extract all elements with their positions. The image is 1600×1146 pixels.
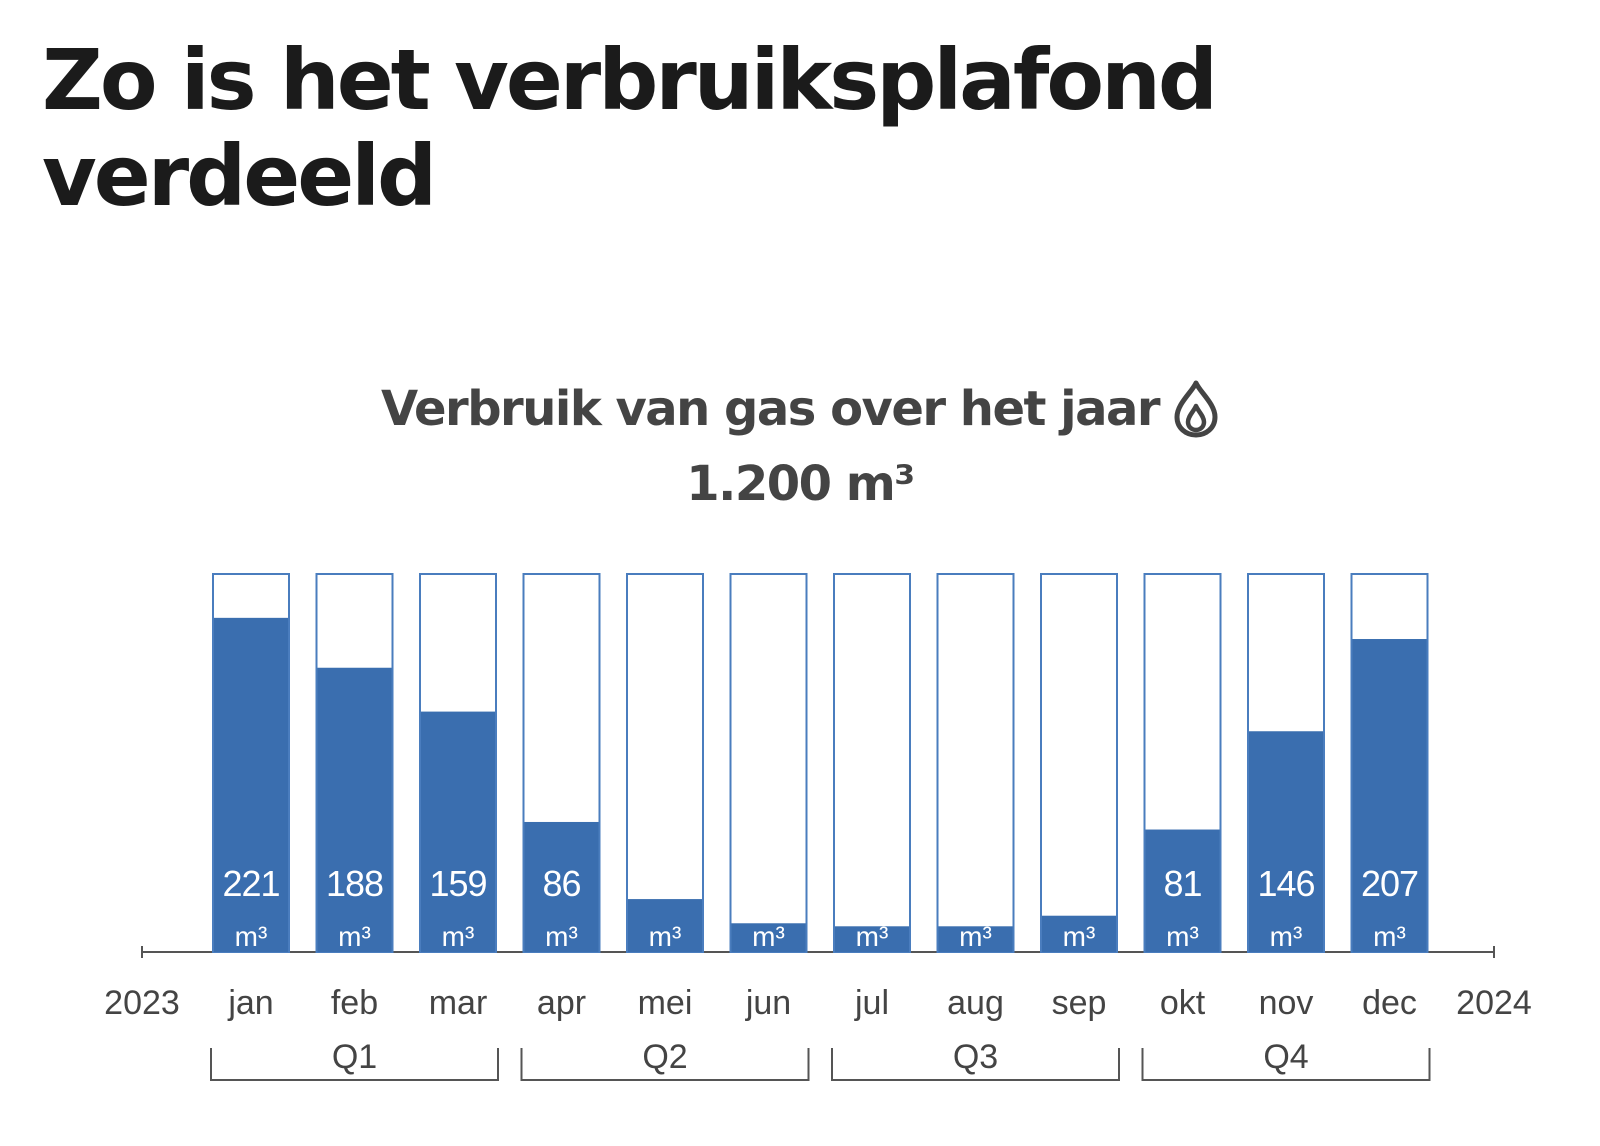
bar: [1249, 731, 1323, 952]
x-tick-label: feb: [331, 984, 378, 1022]
quarter-bracket: [1141, 1048, 1431, 1081]
x-tick-label: aug: [947, 984, 1004, 1022]
unit-label: m³: [1373, 921, 1406, 952]
x-tick-label: nov: [1259, 984, 1314, 1022]
unit-label: m³: [1166, 921, 1199, 952]
data-label: 81: [1163, 863, 1201, 904]
unit-label: m³: [649, 921, 682, 952]
quarter-label: Q3: [953, 1038, 998, 1076]
bar: [1042, 915, 1116, 952]
unit-label: m³: [959, 921, 992, 952]
x-tick-label: jun: [745, 984, 791, 1022]
bar-outline: [626, 573, 704, 953]
quarter-label: Q2: [642, 1038, 687, 1076]
x-tick-label: mei: [638, 984, 693, 1022]
bar-outline: [833, 573, 911, 953]
bar: [214, 617, 288, 952]
unit-label: m³: [1063, 921, 1096, 952]
quarter-bracket: [210, 1048, 499, 1081]
unit-label: m³: [235, 921, 268, 952]
data-label: 188: [326, 863, 383, 904]
data-label: 17: [853, 863, 891, 904]
bar: [1145, 829, 1220, 952]
chart-subtitle: 1.200 m³: [686, 456, 915, 512]
page-title: Zo is het verbruiksplafond verdeeld: [42, 31, 1218, 225]
data-label: 146: [1257, 863, 1314, 904]
chart-title: Verbruik van gas over het jaar: [380, 381, 1161, 437]
unit-label: m³: [442, 921, 475, 952]
unit-label: m³: [338, 921, 371, 952]
bar: [524, 821, 599, 952]
data-label: 86: [542, 863, 580, 904]
bar: [317, 667, 392, 952]
x-tick-label: sep: [1052, 984, 1107, 1022]
data-label: 221: [222, 863, 279, 904]
quarter-label: Q1: [332, 1038, 377, 1076]
chart-title-row: Verbruik van gas over het jaar: [0, 380, 1600, 438]
data-label: 17: [956, 863, 994, 904]
x-axis-start-label: 2023: [104, 984, 180, 1022]
unit-label: m³: [856, 921, 889, 952]
data-label: 24: [1060, 863, 1098, 904]
bar: [938, 926, 1013, 952]
quarter-bracket: [831, 1048, 1120, 1081]
x-axis-end-label: 2024: [1456, 984, 1532, 1022]
x-tick-label: jan: [227, 984, 273, 1022]
x-tick-label: jul: [854, 984, 889, 1022]
data-label: 19: [749, 863, 787, 904]
data-label: 35: [646, 863, 684, 904]
bar: [731, 923, 806, 952]
unit-label: m³: [752, 921, 785, 952]
bar: [835, 926, 909, 952]
data-label: 207: [1361, 863, 1418, 904]
unit-label: m³: [545, 921, 578, 952]
bar: [1352, 639, 1427, 952]
quarter-label: Q4: [1263, 1038, 1308, 1076]
bar-outline: [936, 573, 1015, 953]
bar-outline: [729, 573, 808, 953]
flame-icon: [1173, 380, 1219, 438]
bar: [628, 899, 702, 952]
bar-outline: [1040, 573, 1118, 953]
x-tick-label: dec: [1362, 984, 1417, 1022]
bar: [421, 711, 495, 952]
unit-label: m³: [1270, 921, 1303, 952]
data-label: 159: [429, 863, 486, 904]
quarter-bracket: [520, 1048, 810, 1081]
x-tick-label: okt: [1160, 984, 1206, 1022]
x-tick-label: apr: [537, 984, 586, 1022]
x-tick-label: mar: [429, 984, 488, 1022]
